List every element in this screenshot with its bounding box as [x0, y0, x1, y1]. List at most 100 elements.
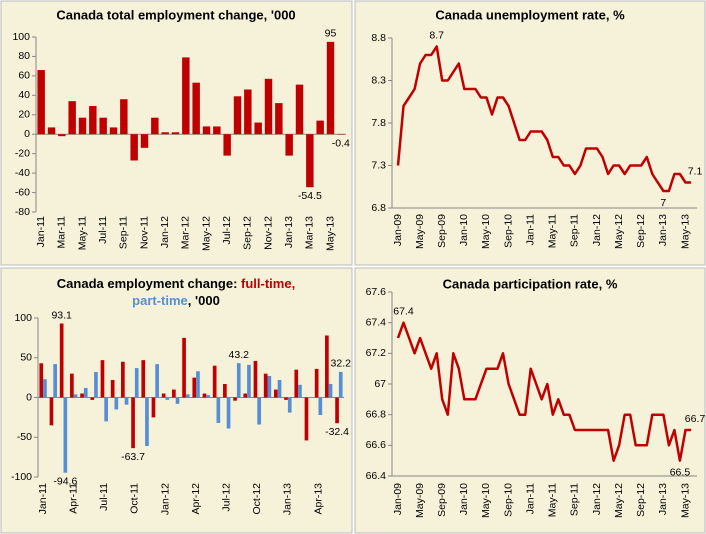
x-tick-label: Jul-12 [220, 483, 232, 512]
x-tick-label: Jan-10 [458, 214, 470, 246]
data-label: 95 [325, 28, 337, 40]
bar [53, 364, 57, 398]
bar [120, 99, 128, 135]
bar [94, 372, 98, 398]
x-tick-label: May-10 [480, 214, 492, 249]
data-label: -63.7 [121, 451, 145, 463]
x-tick-label: May-12 [613, 483, 625, 518]
y-tick-label: 60 [18, 70, 30, 82]
bar [295, 84, 304, 135]
bar [274, 389, 278, 398]
x-tick-label: May-13 [679, 483, 691, 518]
bar [196, 371, 200, 398]
x-tick-label: Jan-12 [159, 483, 171, 515]
x-tick-label: Jan-13 [657, 214, 669, 246]
bar [192, 82, 200, 135]
x-tick-label: May-09 [414, 214, 426, 249]
bar [58, 134, 66, 137]
bar [100, 360, 105, 398]
bar [151, 117, 159, 135]
x-tick-label: Apr-11 [67, 483, 79, 514]
bar [212, 365, 217, 398]
data-label: -0.4 [332, 137, 350, 149]
bar [267, 376, 272, 398]
x-tick-label: Jan-10 [458, 483, 470, 515]
bar [141, 360, 146, 398]
bar [206, 395, 210, 398]
x-tick-label: Apr-12 [190, 483, 202, 515]
bar [39, 363, 44, 398]
x-tick-label: Jan-11 [524, 214, 536, 245]
x-tick-label: May-13 [679, 214, 691, 249]
y-tick-label: 67.2 [366, 347, 387, 359]
x-tick-label: Sep-12 [635, 483, 647, 517]
y-tick-label: 8.8 [371, 32, 386, 44]
bar [264, 78, 273, 135]
data-label: 66.5 [670, 466, 691, 478]
x-tick-label: Jan-13 [282, 483, 294, 515]
x-tick-label: Sep-09 [436, 214, 448, 248]
y-tick-label: 100 [14, 312, 32, 324]
bar [223, 383, 227, 398]
bar [73, 394, 78, 398]
bar [124, 397, 129, 405]
chart-title: Canada unemployment rate, % [435, 7, 625, 22]
x-tick-label: Sep-11 [569, 483, 581, 516]
y-tick-label: 20 [18, 109, 30, 121]
bar [244, 89, 252, 135]
bar [47, 127, 56, 135]
x-tick-label: May-12 [200, 216, 212, 251]
x-tick-label: Sep-10 [502, 214, 514, 248]
bar [243, 393, 248, 398]
bar [145, 397, 149, 446]
bar [325, 335, 329, 398]
bar [165, 397, 170, 400]
y-tick-label: -50 [17, 431, 32, 443]
bar [216, 397, 221, 423]
bar [99, 117, 107, 135]
chart-title: part-time, '000 [132, 293, 220, 308]
x-tick-label: Jan-11 [35, 216, 47, 247]
bar [298, 384, 302, 398]
bar [151, 397, 156, 418]
y-tick-label: 67 [374, 378, 386, 390]
x-tick-label: Sep-10 [502, 483, 514, 517]
x-tick-label: Jan-11 [524, 483, 536, 514]
bar [277, 380, 282, 398]
x-tick-label: Sep-12 [635, 214, 647, 248]
bar [59, 323, 64, 398]
bar [121, 361, 125, 398]
title-part: Canada employment change: [57, 276, 241, 291]
bar [304, 397, 309, 441]
data-label: -94.6 [53, 475, 77, 487]
bar [275, 103, 283, 135]
bar [49, 397, 54, 426]
x-tick-label: May-13 [324, 216, 336, 251]
x-tick-label: Sep-12 [242, 216, 254, 250]
bar [172, 389, 176, 398]
bar [326, 41, 335, 135]
bar [285, 134, 293, 156]
y-tick-label: -80 [15, 206, 30, 218]
x-tick-label: Oct-12 [251, 483, 263, 515]
bar [253, 360, 258, 398]
data-label: 7.1 [688, 165, 703, 177]
bar [78, 117, 87, 135]
x-tick-label: Jan-12 [591, 483, 603, 515]
bar [90, 397, 95, 400]
data-label: 66.7 [685, 413, 706, 425]
y-tick-label: -60 [15, 186, 30, 198]
x-tick-label: May-10 [480, 483, 492, 518]
bar [335, 397, 339, 424]
x-tick-label: Oct-11 [129, 483, 141, 514]
bar [202, 393, 207, 398]
data-label: -54.5 [298, 190, 322, 202]
bar [287, 397, 292, 413]
bar [104, 397, 108, 422]
x-tick-label: May-11 [547, 483, 559, 517]
bar [171, 132, 180, 135]
chart-title: Canada total employment change, '000 [56, 7, 295, 22]
y-tick-label: 50 [20, 352, 32, 364]
y-tick-label: 67.6 [366, 286, 387, 298]
